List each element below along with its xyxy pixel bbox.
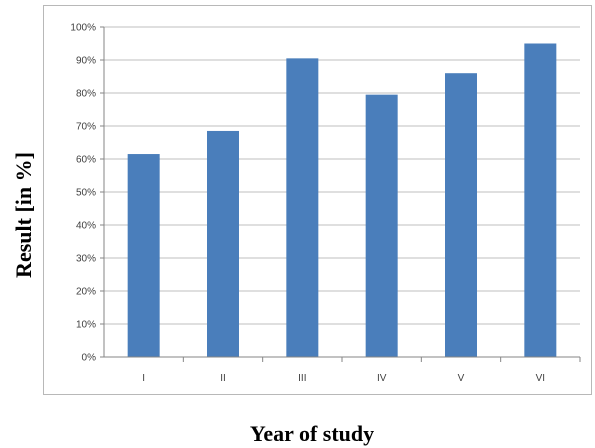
bar-III (286, 58, 319, 357)
bar-IV (365, 94, 398, 358)
y-tick-label: 30% (76, 254, 96, 265)
y-tick-label: 60% (76, 155, 96, 166)
bar-I (127, 154, 160, 357)
x-tick-labels: I II III IV V VI (142, 373, 545, 384)
axes (100, 26, 581, 362)
y-tick-label: 0% (82, 353, 97, 364)
y-tick-labels: 0% 10% 20% 30% 40% 50% 60% 70% 80% 90% 100% (70, 23, 96, 364)
x-tick-label: I (142, 373, 145, 384)
bar-II (207, 130, 239, 357)
x-tick-label: VI (536, 373, 545, 384)
y-tick-label: 50% (76, 188, 96, 199)
x-tick-label: II (220, 373, 226, 384)
gridlines (104, 26, 580, 325)
y-tick-label: 100% (70, 23, 96, 34)
y-tick-label: 70% (76, 122, 96, 133)
bar-V (445, 73, 477, 357)
y-tick-label: 90% (76, 56, 96, 67)
y-tick-label: 40% (76, 221, 96, 232)
y-tick-label: 80% (76, 89, 96, 100)
y-tick-label: 20% (76, 287, 96, 298)
bars (127, 43, 557, 358)
x-tick-label: III (298, 373, 306, 384)
x-tick-label: V (458, 373, 465, 384)
x-tick-label: IV (377, 373, 387, 384)
x-axis-label: Year of study (249, 421, 375, 446)
y-tick-label: 10% (76, 320, 96, 331)
bar-VI (524, 43, 557, 357)
y-axis-label: Result [in %] (11, 152, 36, 278)
